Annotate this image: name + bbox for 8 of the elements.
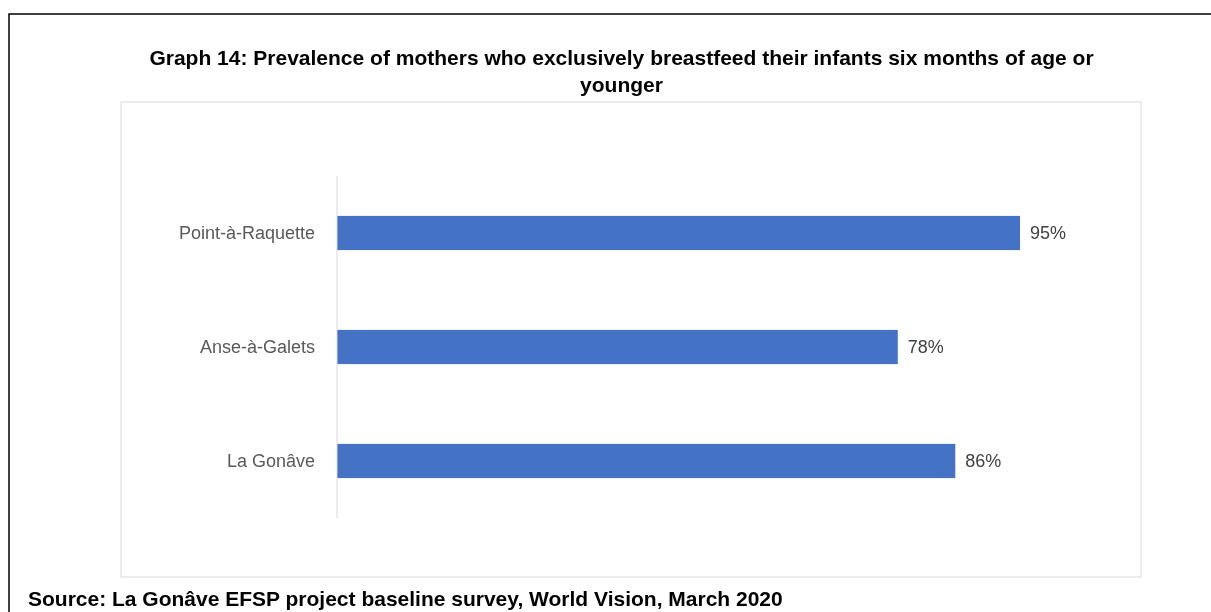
y-tick-label: La Gonâve xyxy=(226,451,315,472)
data-label: 78% xyxy=(907,337,944,358)
y-tick-label: Anse-à-Galets xyxy=(199,337,315,358)
y-tick-label: Point-à-Raquette xyxy=(178,223,315,244)
source-note: Source: La Gonâve EFSP project baseline survey, World Vision, March 2020 xyxy=(28,587,783,610)
data-label: 95% xyxy=(1030,223,1067,244)
chart-title: Graph 14: Prevalence of mothers who exclusively breastfeed their infants six months of age or younger xyxy=(149,46,1094,96)
data-label: 86% xyxy=(965,451,1002,472)
